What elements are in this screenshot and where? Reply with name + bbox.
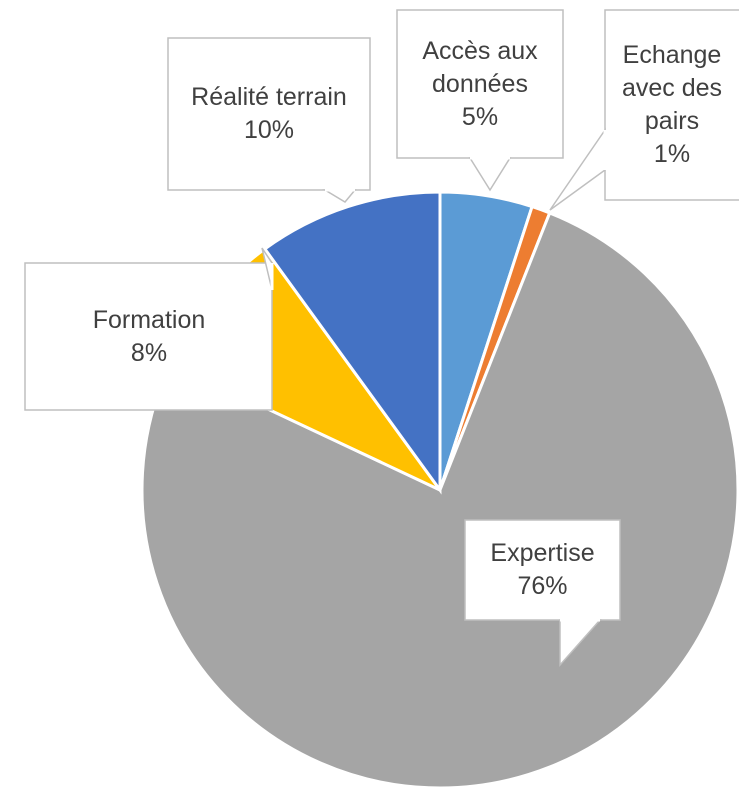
data-label: Expertise 76% [471, 520, 614, 620]
label-name: Echange avec des pairs [621, 41, 723, 135]
callout [396, 9, 564, 192]
label-name: Accès aux données [422, 36, 538, 98]
callout [167, 37, 371, 203]
label-name: Expertise [490, 539, 595, 567]
callout [549, 9, 739, 211]
data-label: Echange avec des pairs 1% [611, 10, 733, 200]
callout-tail [468, 157, 512, 192]
label-name: Formation [92, 305, 206, 334]
data-label: Accès aux données 5% [403, 10, 557, 158]
callout-shape [464, 519, 621, 621]
callout [24, 247, 274, 411]
pie-slice [262, 190, 442, 495]
label-value: 5% [461, 102, 499, 131]
data-label: Réalité terrain 10% [174, 38, 364, 190]
callout-shape [24, 262, 273, 411]
label-value: 1% [653, 140, 691, 168]
callout-shape [167, 37, 371, 191]
callout-shape [396, 9, 564, 159]
callout [464, 519, 621, 667]
pie-slice [140, 210, 739, 790]
label-value: 8% [130, 338, 168, 367]
label-value: 10% [243, 116, 295, 144]
label-name: Réalité terrain [191, 83, 347, 111]
data-label: Formation 8% [69, 263, 229, 410]
label-value: 76% [517, 572, 568, 600]
callout-tail [322, 189, 357, 203]
